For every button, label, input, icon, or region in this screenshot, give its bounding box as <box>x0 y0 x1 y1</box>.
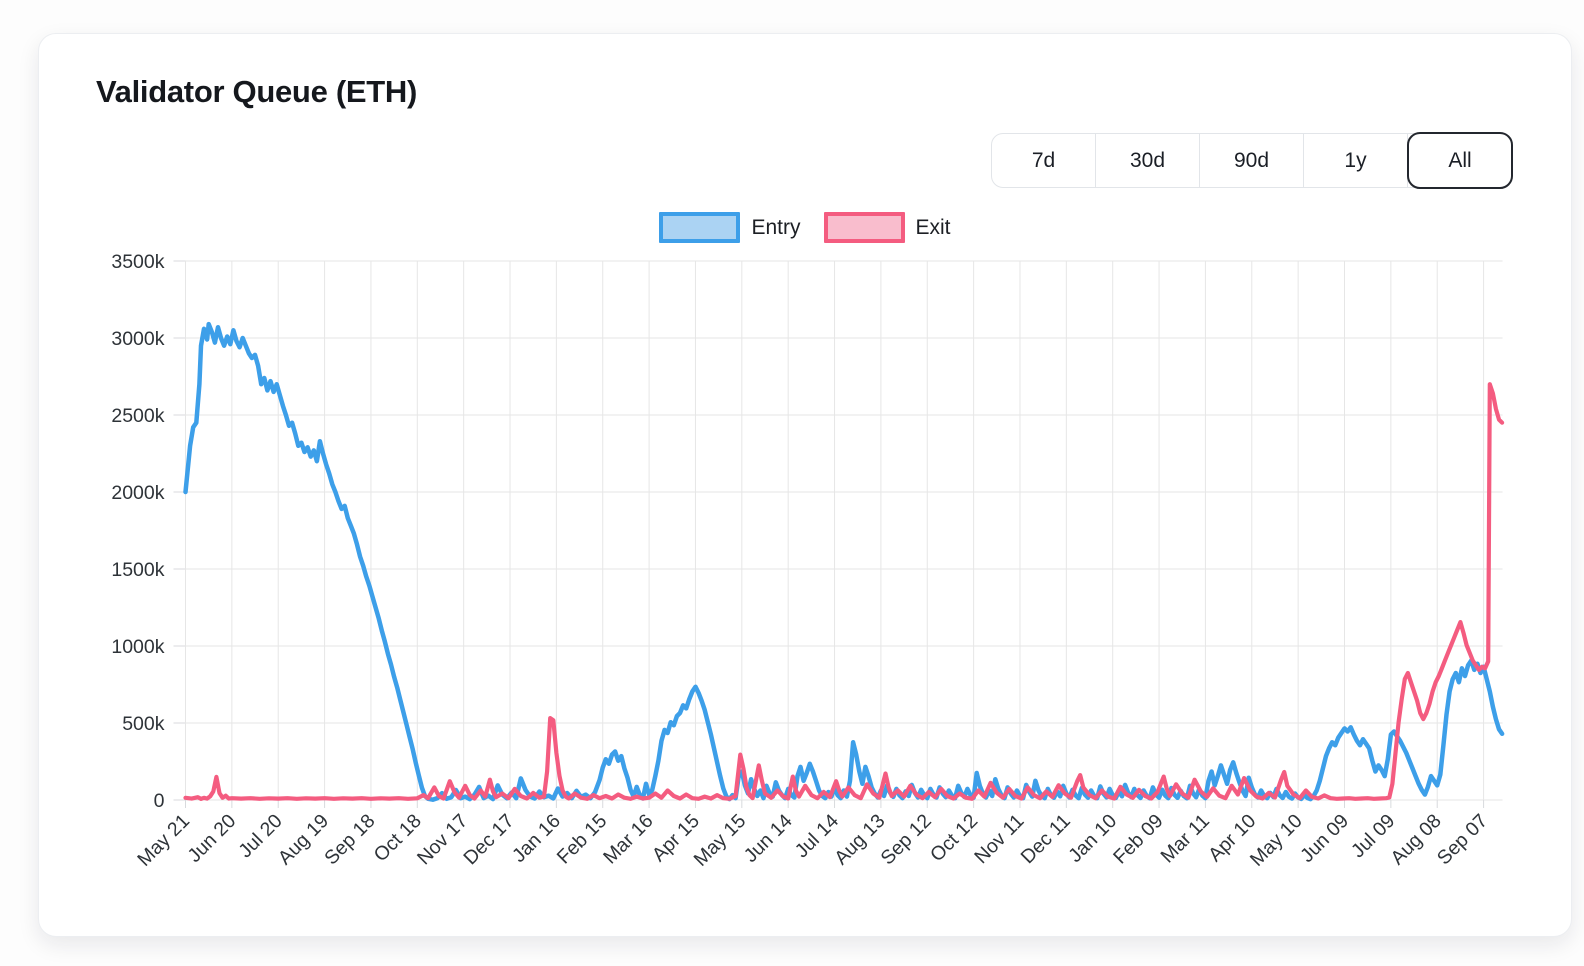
time-range-group: 7d 30d 90d 1y All <box>991 132 1513 189</box>
exit-swatch-icon <box>823 212 905 243</box>
range-button-7d[interactable]: 7d <box>992 134 1096 187</box>
legend-label-exit: Exit <box>915 215 951 239</box>
chart-legend: Entry Exit <box>39 212 1571 243</box>
range-button-30d[interactable]: 30d <box>1096 134 1200 187</box>
chart-card: Validator Queue (ETH) 7d 30d 90d 1y All … <box>38 33 1572 937</box>
entry-swatch-icon <box>659 212 741 243</box>
page-title: Validator Queue (ETH) <box>96 74 417 109</box>
range-button-90d[interactable]: 90d <box>1200 134 1304 187</box>
range-button-all[interactable]: All <box>1407 132 1513 189</box>
range-button-1y[interactable]: 1y <box>1304 134 1408 187</box>
legend-item-exit[interactable]: Exit <box>823 212 951 243</box>
legend-item-entry[interactable]: Entry <box>659 212 801 243</box>
legend-label-entry: Entry <box>751 215 801 239</box>
